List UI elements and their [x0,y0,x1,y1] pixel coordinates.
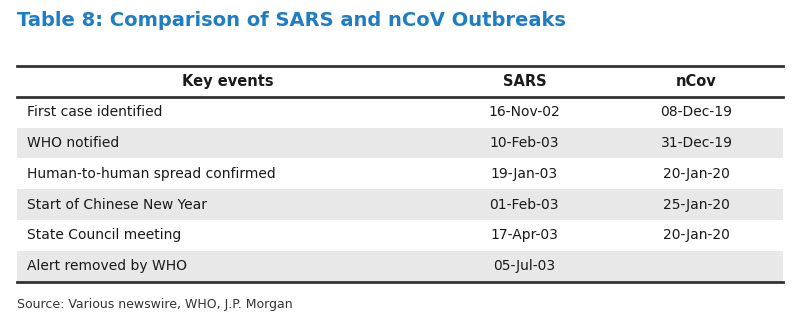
Text: 16-Nov-02: 16-Nov-02 [489,105,560,119]
Text: 25-Jan-20: 25-Jan-20 [663,198,730,212]
Text: nCov: nCov [676,74,717,89]
Text: Start of Chinese New Year: Start of Chinese New Year [27,198,207,212]
Text: 17-Apr-03: 17-Apr-03 [490,228,558,242]
Text: Key events: Key events [182,74,274,89]
Text: Alert removed by WHO: Alert removed by WHO [27,259,187,273]
Text: 20-Jan-20: 20-Jan-20 [663,228,730,242]
Bar [18,189,782,220]
Text: 10-Feb-03: 10-Feb-03 [490,136,559,150]
Text: 31-Dec-19: 31-Dec-19 [661,136,733,150]
Bar [18,251,782,282]
Text: 01-Feb-03: 01-Feb-03 [490,198,559,212]
Text: Human-to-human spread confirmed: Human-to-human spread confirmed [27,167,276,181]
Text: 19-Jan-03: 19-Jan-03 [491,167,558,181]
Text: First case identified: First case identified [27,105,162,119]
Text: Source: Various newswire, WHO, J.P. Morgan: Source: Various newswire, WHO, J.P. Morg… [18,298,293,311]
Text: State Council meeting: State Council meeting [27,228,181,242]
Text: 05-Jul-03: 05-Jul-03 [494,259,555,273]
Text: 08-Dec-19: 08-Dec-19 [661,105,733,119]
Text: 20-Jan-20: 20-Jan-20 [663,167,730,181]
Text: WHO notified: WHO notified [27,136,119,150]
Bar [18,127,782,158]
Text: SARS: SARS [502,74,546,89]
Text: Table 8: Comparison of SARS and nCoV Outbreaks: Table 8: Comparison of SARS and nCoV Out… [18,11,566,30]
